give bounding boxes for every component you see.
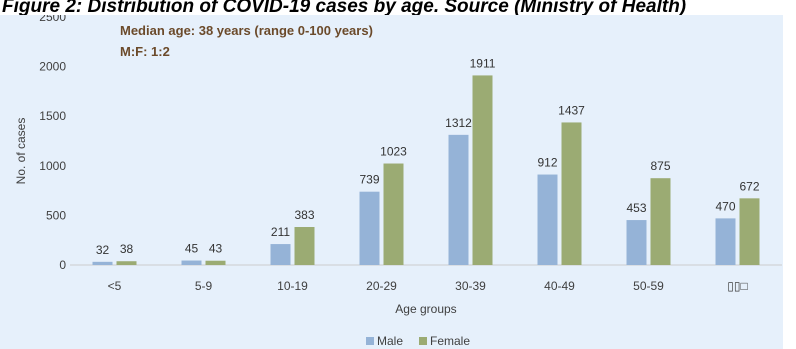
figure-caption: Figure 2: Distribution of COVID-19 cases… xyxy=(2,0,687,17)
male-data-label: 211 xyxy=(271,225,290,239)
female-data-label: 1911 xyxy=(470,56,496,70)
female-data-label: 38 xyxy=(120,242,134,256)
male-bar xyxy=(181,260,202,265)
x-tick-label: ▯▯□ xyxy=(727,279,747,293)
female-data-label: 1437 xyxy=(558,103,585,117)
female-data-label: 875 xyxy=(650,159,670,173)
male-data-label: 45 xyxy=(185,242,199,256)
male-data-label: 453 xyxy=(626,201,646,215)
male-data-label: 470 xyxy=(715,199,735,213)
female-bar xyxy=(383,163,404,265)
y-tick-label: 1500 xyxy=(39,109,66,123)
female-bar xyxy=(561,122,582,265)
female-bar xyxy=(650,178,671,265)
female-bar xyxy=(472,75,493,265)
y-tick-label: 500 xyxy=(46,208,66,222)
male-data-label: 1312 xyxy=(445,116,472,130)
male-bar xyxy=(92,261,113,265)
legend-swatch-female xyxy=(419,337,427,345)
male-bar xyxy=(359,191,380,265)
y-tick-label: 2500 xyxy=(39,15,66,24)
male-bar xyxy=(448,134,469,265)
female-data-label: 383 xyxy=(294,208,314,222)
x-tick-label: 5-9 xyxy=(195,279,213,293)
x-tick-label: 50-59 xyxy=(633,279,664,293)
legend-label-female: Female xyxy=(430,334,470,348)
male-bar xyxy=(626,220,647,265)
female-bar xyxy=(205,260,226,265)
chart-annotation: Median age: 38 years (range 0-100 years) xyxy=(120,23,373,38)
female-data-label: 43 xyxy=(209,242,223,256)
age-distribution-chart: Median age: 38 years (range 0-100 years)… xyxy=(14,15,782,348)
female-data-label: 1023 xyxy=(380,145,407,159)
x-tick-label: 10-19 xyxy=(277,279,308,293)
x-tick-label: <5 xyxy=(108,279,122,293)
legend-label-male: Male xyxy=(377,334,403,348)
female-data-label: 672 xyxy=(739,179,759,193)
male-data-label: 32 xyxy=(96,243,110,257)
x-tick-label: 40-49 xyxy=(544,279,575,293)
y-tick-label: 0 xyxy=(59,258,66,272)
male-bar xyxy=(270,244,291,265)
y-tick-label: 1000 xyxy=(39,159,66,173)
chart-panel: Median age: 38 years (range 0-100 years)… xyxy=(0,15,783,349)
female-bar xyxy=(294,227,315,265)
y-tick-label: 2000 xyxy=(39,60,66,74)
female-bar xyxy=(116,261,137,265)
male-data-label: 912 xyxy=(537,156,557,170)
x-tick-label: 30-39 xyxy=(455,279,486,293)
female-bar xyxy=(739,198,760,265)
chart-annotation: M:F: 1:2 xyxy=(120,44,170,59)
x-tick-label: 20-29 xyxy=(366,279,397,293)
y-axis-title: No. of cases xyxy=(14,118,28,185)
male-bar xyxy=(715,218,736,265)
legend-swatch-male xyxy=(366,337,374,345)
male-bar xyxy=(537,174,558,265)
x-axis-title: Age groups xyxy=(395,302,456,316)
male-data-label: 739 xyxy=(359,173,379,187)
